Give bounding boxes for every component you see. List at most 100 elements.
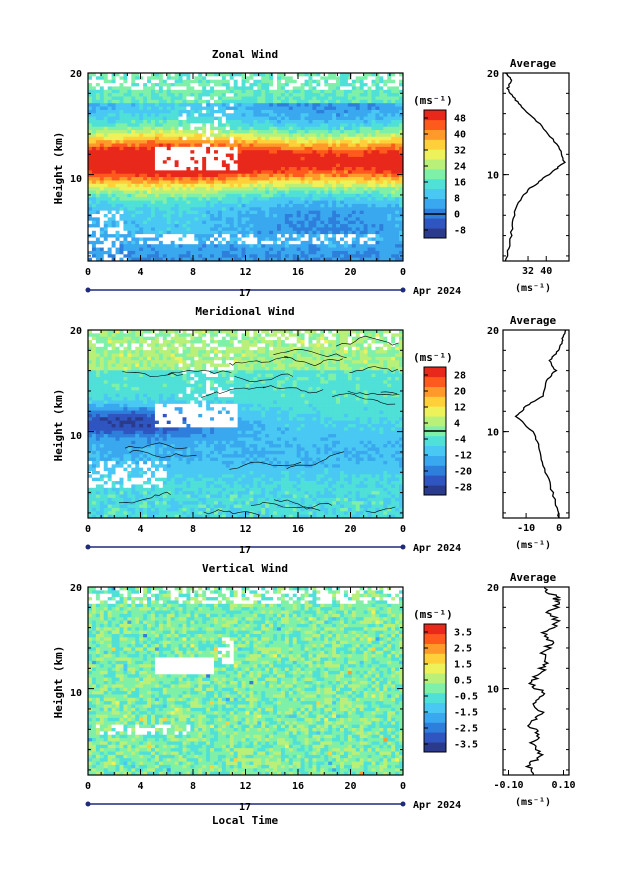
heatmap-cell (292, 333, 298, 338)
heatmap-cell (131, 187, 136, 191)
heatmap-cell (292, 160, 298, 165)
heatmap-cell (395, 163, 400, 168)
heatmap-cell (194, 180, 199, 185)
heatmap-cell (324, 197, 329, 201)
heatmap-cell (367, 146, 372, 151)
heatmap-cell (202, 146, 207, 151)
heatmap-cell (206, 167, 211, 171)
heatmap-cell (387, 79, 392, 84)
heatmap-cell (367, 153, 372, 158)
colorbar-swatch (424, 218, 446, 229)
heatmap-cell (210, 250, 215, 255)
heatmap-cell (143, 200, 148, 205)
heatmap-cell (320, 340, 325, 344)
heatmap-cell (202, 160, 207, 165)
heatmap-cell (399, 109, 404, 114)
heatmap-cell (351, 197, 357, 201)
heatmap-cell (288, 86, 294, 91)
heatmap-cell (233, 203, 239, 208)
heatmap-cell (340, 146, 345, 151)
heatmap-cell (265, 237, 270, 242)
heatmap-cell (233, 163, 239, 168)
heatmap-cell (367, 73, 372, 77)
heatmap-cell (375, 130, 380, 134)
heatmap-cell (347, 163, 353, 168)
heatmap-cell (143, 183, 148, 188)
heatmap-cell (166, 113, 172, 118)
heatmap-cell (304, 79, 309, 84)
heatmap-cell (387, 244, 392, 248)
heatmap-cell (336, 86, 341, 91)
heatmap-cell (312, 193, 317, 198)
heatmap-cell (284, 163, 290, 168)
heatmap-cell (154, 140, 160, 144)
heatmap-cell (399, 156, 404, 161)
heatmap-cell (288, 183, 294, 188)
heatmap-cell (269, 240, 274, 245)
heatmap-cell (273, 180, 278, 185)
heatmap-cell (154, 183, 160, 188)
heatmap-cell (312, 227, 317, 232)
heatmap-cell (95, 163, 101, 168)
heatmap-cell (237, 170, 242, 175)
heatmap-cell (253, 214, 258, 218)
heatmap-cell (288, 156, 294, 161)
heatmap-cell (375, 123, 380, 128)
heatmap-cell (229, 230, 235, 235)
heatmap-cell (387, 227, 392, 232)
heatmap-cell (217, 220, 223, 225)
heatmap-cell (103, 170, 109, 175)
heatmap-cell (91, 227, 97, 232)
heatmap-cell (383, 207, 388, 212)
heatmap-cell (277, 99, 282, 104)
heatmap-cell (95, 343, 101, 348)
heatmap-cell (284, 76, 290, 81)
heatmap-cell (237, 180, 242, 185)
heatmap-cell (221, 330, 227, 334)
heatmap-cell (355, 167, 361, 171)
heatmap-cell (210, 136, 215, 141)
heatmap-cell (151, 156, 156, 161)
heatmap-cell (123, 86, 128, 91)
heatmap-cell (241, 146, 246, 151)
heatmap-cell (316, 190, 321, 195)
heatmap-cell (261, 83, 266, 87)
heatmap-cell (375, 76, 380, 81)
heatmap-cell (202, 83, 207, 87)
heatmap-cell (91, 156, 97, 161)
heatmap-cell (316, 93, 321, 97)
heatmap-cell (355, 187, 361, 191)
heatmap-cell (284, 200, 290, 205)
heatmap-cell (336, 210, 341, 215)
heatmap-cell (383, 220, 388, 225)
heatmap-cell (324, 133, 329, 138)
heatmap-cell (316, 240, 321, 245)
heatmap-cell (249, 167, 254, 171)
heatmap-cell (245, 187, 250, 191)
heatmap-cell (241, 220, 246, 225)
heatmap-cell (340, 140, 345, 144)
heatmap-cell (332, 180, 337, 185)
heatmap-cell (257, 237, 262, 242)
heatmap-cell (170, 156, 176, 161)
heatmap-cell (336, 234, 341, 238)
heatmap-cell (174, 244, 179, 248)
heatmap-cell (280, 120, 286, 124)
heatmap-cell (127, 210, 132, 215)
heatmap-cell (336, 150, 341, 154)
heatmap-cell (375, 257, 380, 262)
heatmap-cell (154, 257, 160, 262)
heatmap-cell (288, 163, 294, 168)
heatmap-cell (154, 227, 160, 232)
heatmap-cell (312, 143, 317, 148)
heatmap-cell (91, 257, 97, 262)
heatmap-cell (347, 214, 353, 218)
heatmap-cell (186, 146, 191, 151)
heatmap-cell (379, 140, 384, 144)
heatmap-cell (284, 96, 290, 101)
heatmap-cell (119, 333, 124, 338)
heatmap-cell (257, 160, 262, 165)
heatmap-cell (162, 76, 168, 81)
heatmap-cell (288, 217, 294, 222)
heatmap-cell (111, 150, 116, 154)
